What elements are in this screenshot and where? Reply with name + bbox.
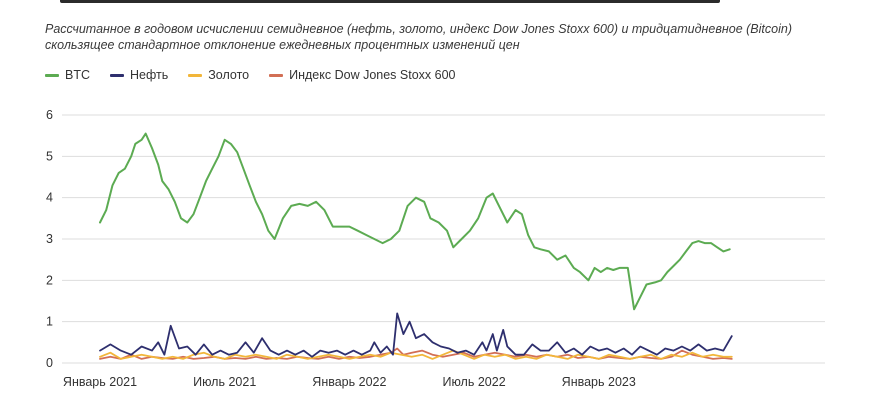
x-tick-label: Июль 2021 bbox=[193, 375, 256, 389]
legend-label-oil: Нефть bbox=[130, 68, 169, 82]
legend-item-gold: Золото bbox=[188, 68, 249, 82]
series-line-btc bbox=[99, 132, 731, 311]
y-tick-label: 0 bbox=[46, 356, 53, 370]
x-tick-label: Июль 2022 bbox=[442, 375, 505, 389]
chart-subtitle: Рассчитанное в годовом исчислении семидн… bbox=[45, 21, 835, 53]
x-tick-label: Январь 2021 bbox=[63, 375, 137, 389]
x-tick-label: Январь 2022 bbox=[312, 375, 386, 389]
y-tick-label: 1 bbox=[46, 315, 53, 329]
y-tick-label: 2 bbox=[46, 273, 53, 287]
legend-swatch-oil bbox=[110, 73, 124, 77]
legend-swatch-gold bbox=[188, 73, 203, 77]
series-line-gold bbox=[99, 349, 733, 360]
y-tick-label: 3 bbox=[46, 232, 53, 246]
legend-item-oil: Нефть bbox=[110, 68, 168, 82]
legend-item-btc: BTC bbox=[45, 68, 90, 82]
subtitle-line-1: Рассчитанное в годовом исчислении семидн… bbox=[45, 22, 792, 36]
legend-label-stoxx: Индекс Dow Jones Stoxx 600 bbox=[289, 68, 456, 82]
legend-item-stoxx: Индекс Dow Jones Stoxx 600 bbox=[269, 68, 456, 82]
y-tick-label: 6 bbox=[46, 108, 53, 122]
cropped-title-strip bbox=[0, 0, 870, 4]
subtitle-line-2: скользящее стандартное отклонение ежедне… bbox=[45, 38, 520, 52]
series-line-oil bbox=[99, 312, 733, 358]
legend-label-btc: BTC bbox=[65, 68, 90, 82]
y-tick-label: 4 bbox=[46, 191, 53, 205]
chart-legend: BTC Нефть Золото Индекс Dow Jones Stoxx … bbox=[45, 68, 476, 82]
legend-label-gold: Золото bbox=[208, 68, 250, 82]
y-tick-label: 5 bbox=[46, 149, 53, 163]
legend-swatch-stoxx bbox=[269, 73, 284, 77]
legend-swatch-btc bbox=[45, 73, 59, 77]
x-tick-label: Январь 2023 bbox=[562, 375, 636, 389]
